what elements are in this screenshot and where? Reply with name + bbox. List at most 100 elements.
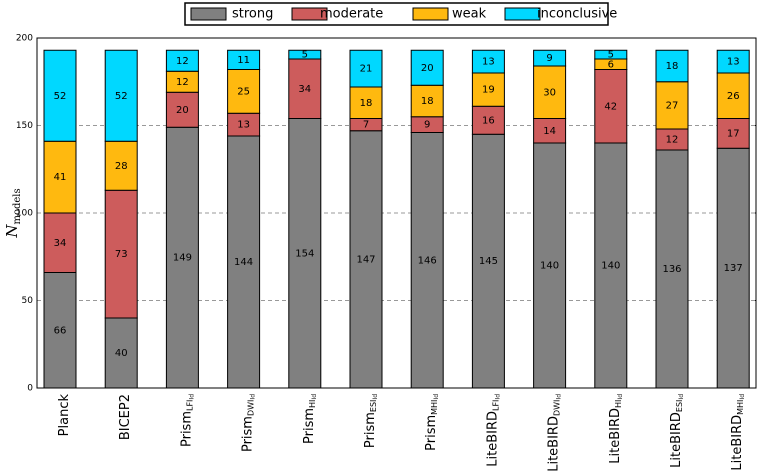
bar-segment bbox=[227, 135, 261, 389]
bar-segment bbox=[104, 140, 138, 191]
legend-swatch bbox=[190, 7, 227, 21]
bar-segment bbox=[655, 49, 689, 83]
bar-segment bbox=[165, 49, 199, 72]
bar-segment bbox=[410, 84, 444, 118]
bar-segment bbox=[655, 149, 689, 389]
y-axis-label-sub: models bbox=[12, 188, 23, 224]
bar-segment bbox=[471, 72, 505, 107]
bar-segment bbox=[410, 49, 444, 86]
value-label: 52 bbox=[115, 91, 128, 102]
value-label: 146 bbox=[418, 255, 437, 266]
value-label: 41 bbox=[54, 172, 67, 183]
bar-segment bbox=[43, 49, 77, 142]
bar-segment bbox=[288, 118, 322, 389]
bar-segment bbox=[288, 58, 322, 119]
x-tick-label-subsub: Id bbox=[616, 394, 623, 400]
x-tick-label-main: LiteBIRD bbox=[730, 415, 745, 471]
value-label: 19 bbox=[482, 85, 495, 96]
x-tick-label-sub: HI bbox=[613, 400, 622, 408]
bar-segment bbox=[533, 118, 567, 144]
x-tick-label: LiteBIRDHIId bbox=[607, 394, 623, 464]
value-label: 9 bbox=[546, 53, 552, 64]
value-label: 20 bbox=[176, 105, 189, 116]
bar-segment bbox=[716, 72, 750, 119]
value-label: 18 bbox=[360, 98, 373, 109]
bar-segment bbox=[410, 132, 444, 389]
legend-swatch bbox=[412, 7, 449, 21]
x-tick-label-main: LiteBIRD bbox=[607, 408, 622, 464]
value-label: 21 bbox=[360, 64, 373, 75]
value-label: 20 bbox=[421, 63, 434, 74]
x-tick-label-main: LiteBIRD bbox=[485, 411, 500, 467]
value-label: 6 bbox=[608, 59, 614, 70]
value-label: 14 bbox=[543, 126, 556, 137]
value-label: 26 bbox=[727, 91, 740, 102]
x-tick-label-sub: MHI bbox=[430, 400, 439, 415]
x-tick-label-sub: DWI bbox=[246, 400, 255, 416]
legend-label: strong bbox=[232, 7, 273, 22]
bar-segment bbox=[716, 118, 750, 149]
value-label: 28 bbox=[115, 161, 128, 172]
x-tick-label-subsub: Id bbox=[433, 394, 440, 400]
x-tick-label-subsub: Id bbox=[372, 394, 379, 400]
value-label: 25 bbox=[237, 86, 250, 97]
value-label: 66 bbox=[54, 325, 67, 336]
bar-segment bbox=[165, 91, 199, 128]
x-tick-label-sub: ESI bbox=[675, 400, 684, 413]
x-tick-label: PrismDWIId bbox=[240, 394, 256, 452]
value-label: 9 bbox=[424, 120, 430, 131]
y-axis-label-main: N bbox=[3, 224, 21, 239]
bar-segment bbox=[533, 49, 567, 67]
y-tick-label: 100 bbox=[16, 209, 33, 219]
x-tick-label: LiteBIRDMHIId bbox=[730, 394, 746, 471]
bar-segment bbox=[104, 49, 138, 142]
value-label: 30 bbox=[543, 87, 556, 98]
y-tick-label: 50 bbox=[22, 296, 34, 306]
legend-swatch bbox=[504, 7, 541, 21]
value-label: 147 bbox=[356, 254, 375, 265]
value-label: 149 bbox=[173, 253, 192, 264]
value-label: 13 bbox=[482, 57, 495, 68]
bar-segment bbox=[349, 49, 383, 88]
bar-segment bbox=[349, 130, 383, 389]
x-tick-label: BICEP2 bbox=[118, 394, 133, 440]
bar-segment bbox=[716, 49, 750, 74]
value-label: 73 bbox=[115, 249, 128, 260]
bar-segment bbox=[288, 49, 322, 60]
x-tick-label-main: Prism bbox=[240, 416, 255, 452]
value-label: 42 bbox=[604, 101, 617, 112]
x-tick-label-main: Prism bbox=[179, 411, 194, 447]
value-label: 144 bbox=[234, 257, 253, 268]
bar-segment bbox=[594, 142, 628, 389]
value-label: 12 bbox=[176, 77, 189, 88]
value-label: 140 bbox=[601, 261, 620, 272]
x-tick-label-subsub: Id bbox=[310, 394, 317, 400]
x-tick-label-main: Planck bbox=[57, 394, 72, 437]
bar-segment bbox=[594, 49, 628, 60]
x-tick-label: LiteBIRDLFIId bbox=[485, 394, 501, 467]
bar-segment bbox=[43, 212, 77, 273]
value-label: 16 bbox=[482, 115, 495, 126]
legend-label: moderate bbox=[320, 7, 383, 22]
x-tick-label: PrismMHIId bbox=[424, 394, 440, 451]
bar-segment bbox=[471, 49, 505, 74]
value-label: 13 bbox=[727, 57, 740, 68]
value-label: 13 bbox=[237, 120, 250, 131]
x-tick-label-sub: MHI bbox=[736, 400, 745, 415]
y-axis-label: Nmodels bbox=[3, 188, 23, 238]
x-tick-label-main: BICEP2 bbox=[118, 394, 133, 440]
y-tick-label: 200 bbox=[16, 34, 33, 44]
bar-segment bbox=[165, 126, 199, 389]
x-tick-label: PrismLFIId bbox=[179, 394, 195, 447]
value-label: 5 bbox=[302, 50, 308, 61]
bar-segment bbox=[716, 147, 750, 389]
x-tick-label-subsub: Id bbox=[188, 394, 195, 400]
x-tick-label-main: Prism bbox=[363, 412, 378, 448]
legend-label: inconclusive bbox=[537, 7, 617, 22]
x-tick-label-subsub: Id bbox=[494, 394, 501, 400]
legend-box bbox=[184, 2, 609, 26]
value-label: 34 bbox=[298, 84, 311, 95]
bar-segment bbox=[655, 81, 689, 130]
x-tick-label-sub: HI bbox=[307, 400, 316, 408]
value-label: 137 bbox=[724, 263, 743, 274]
